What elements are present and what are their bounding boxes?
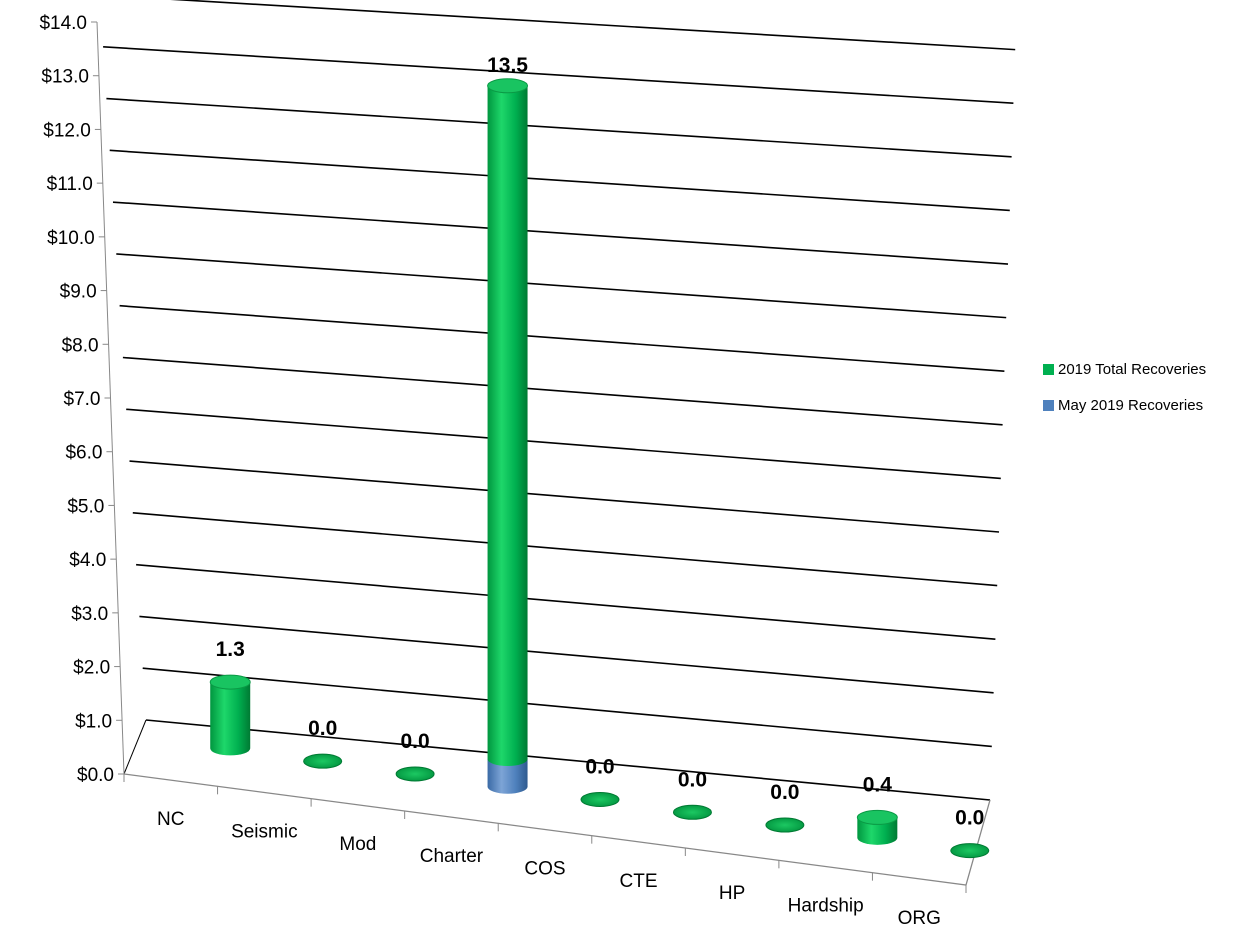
gridline (119, 304, 1005, 373)
y-tick-label: $7.0 (64, 389, 101, 410)
bar-top-hardship (856, 809, 898, 825)
bar-cte (672, 804, 712, 820)
x-category-label: COS (524, 859, 565, 880)
bar-cos (580, 792, 620, 807)
data-label: 1.3 (216, 638, 245, 661)
x-category-label: CTE (620, 871, 658, 892)
data-labels: 1.3 0.0 0.0 13.5 0.0 0.0 0.0 0.4 0.0 (216, 54, 985, 830)
data-label: 0.0 (401, 730, 430, 753)
bar-seismic (303, 753, 343, 769)
y-tick-label: $4.0 (69, 550, 106, 571)
data-label: 0.0 (955, 807, 984, 830)
x-category-label: NC (157, 809, 184, 830)
gridline (126, 408, 1001, 480)
bar-hp (765, 817, 805, 833)
gridline (109, 149, 1010, 212)
bar-may-charter (487, 759, 528, 794)
floor-back-edge (145, 719, 991, 801)
y-tick-label: $8.0 (62, 335, 99, 356)
x-category-label: Charter (420, 846, 484, 867)
gridline (136, 563, 996, 641)
x-category-label: Seismic (231, 822, 298, 843)
gridline (112, 201, 1009, 265)
bar-top-nc (209, 674, 251, 690)
axes (91, 21, 991, 893)
y-tick-label: $3.0 (71, 604, 108, 625)
y-tick-label: $2.0 (73, 658, 110, 679)
legend-swatch-total (1043, 363, 1054, 375)
gridline (106, 97, 1012, 158)
gridlines (103, 0, 1016, 748)
data-label: 13.5 (487, 54, 528, 77)
legend-label-may: May 2019 Recoveries (1058, 396, 1204, 414)
legend: 2019 Total Recoveries May 2019 Recoverie… (1043, 358, 1206, 430)
legend-item-total: 2019 Total Recoveries (1043, 358, 1206, 380)
bar-top-charter (487, 78, 529, 94)
y-tick-label: $1.0 (75, 711, 112, 732)
gridline (132, 512, 998, 587)
y-tick-label: $10.0 (47, 228, 95, 249)
gridline (170, 0, 1016, 51)
gridline (122, 356, 1003, 426)
x-category-label: Hardship (788, 896, 864, 917)
data-label: 0.4 (863, 773, 893, 796)
y-tick-label: $0.0 (77, 765, 114, 786)
y-tick-label: $13.0 (41, 67, 89, 88)
y-tick-label: $12.0 (43, 120, 91, 141)
legend-swatch-may (1043, 399, 1054, 411)
bars (209, 78, 990, 859)
gridline (139, 615, 994, 694)
gridline (103, 45, 1014, 105)
legend-item-may: May 2019 Recoveries (1043, 394, 1206, 416)
gridline (142, 667, 992, 748)
legend-label-total: 2019 Total Recoveries (1058, 360, 1207, 378)
y-tick-label: $5.0 (67, 496, 104, 517)
bar-total-nc (210, 682, 251, 756)
floor-left-edge (123, 719, 147, 775)
bar-mod (395, 766, 435, 782)
x-category-label: ORG (898, 908, 941, 929)
gridline (116, 253, 1007, 319)
y-tick-label: $6.0 (65, 443, 102, 464)
data-label: 0.0 (678, 768, 707, 791)
bar-org (950, 843, 990, 859)
bar-total-hardship (857, 817, 898, 845)
bar-total-charter (487, 85, 528, 767)
data-label: 0.0 (585, 756, 614, 779)
gridline (129, 460, 1000, 533)
data-label: 0.0 (770, 781, 799, 804)
y-tick-label: $14.0 (39, 13, 87, 34)
x-axis-category-labels: NC Seismic Mod Charter COS CTE HP Hardship ORG (157, 809, 941, 929)
y-tick-label: $11.0 (47, 174, 93, 195)
x-category-label: HP (719, 883, 745, 904)
y-tick-label: $9.0 (60, 282, 97, 303)
data-label: 0.0 (308, 717, 337, 740)
y-axis-tick-labels: $0.0 $1.0 $2.0 $3.0 $4.0 $5.0 $6.0 $7.0 $8.0 $9.0… (39, 13, 114, 786)
x-category-label: Mod (339, 834, 376, 855)
